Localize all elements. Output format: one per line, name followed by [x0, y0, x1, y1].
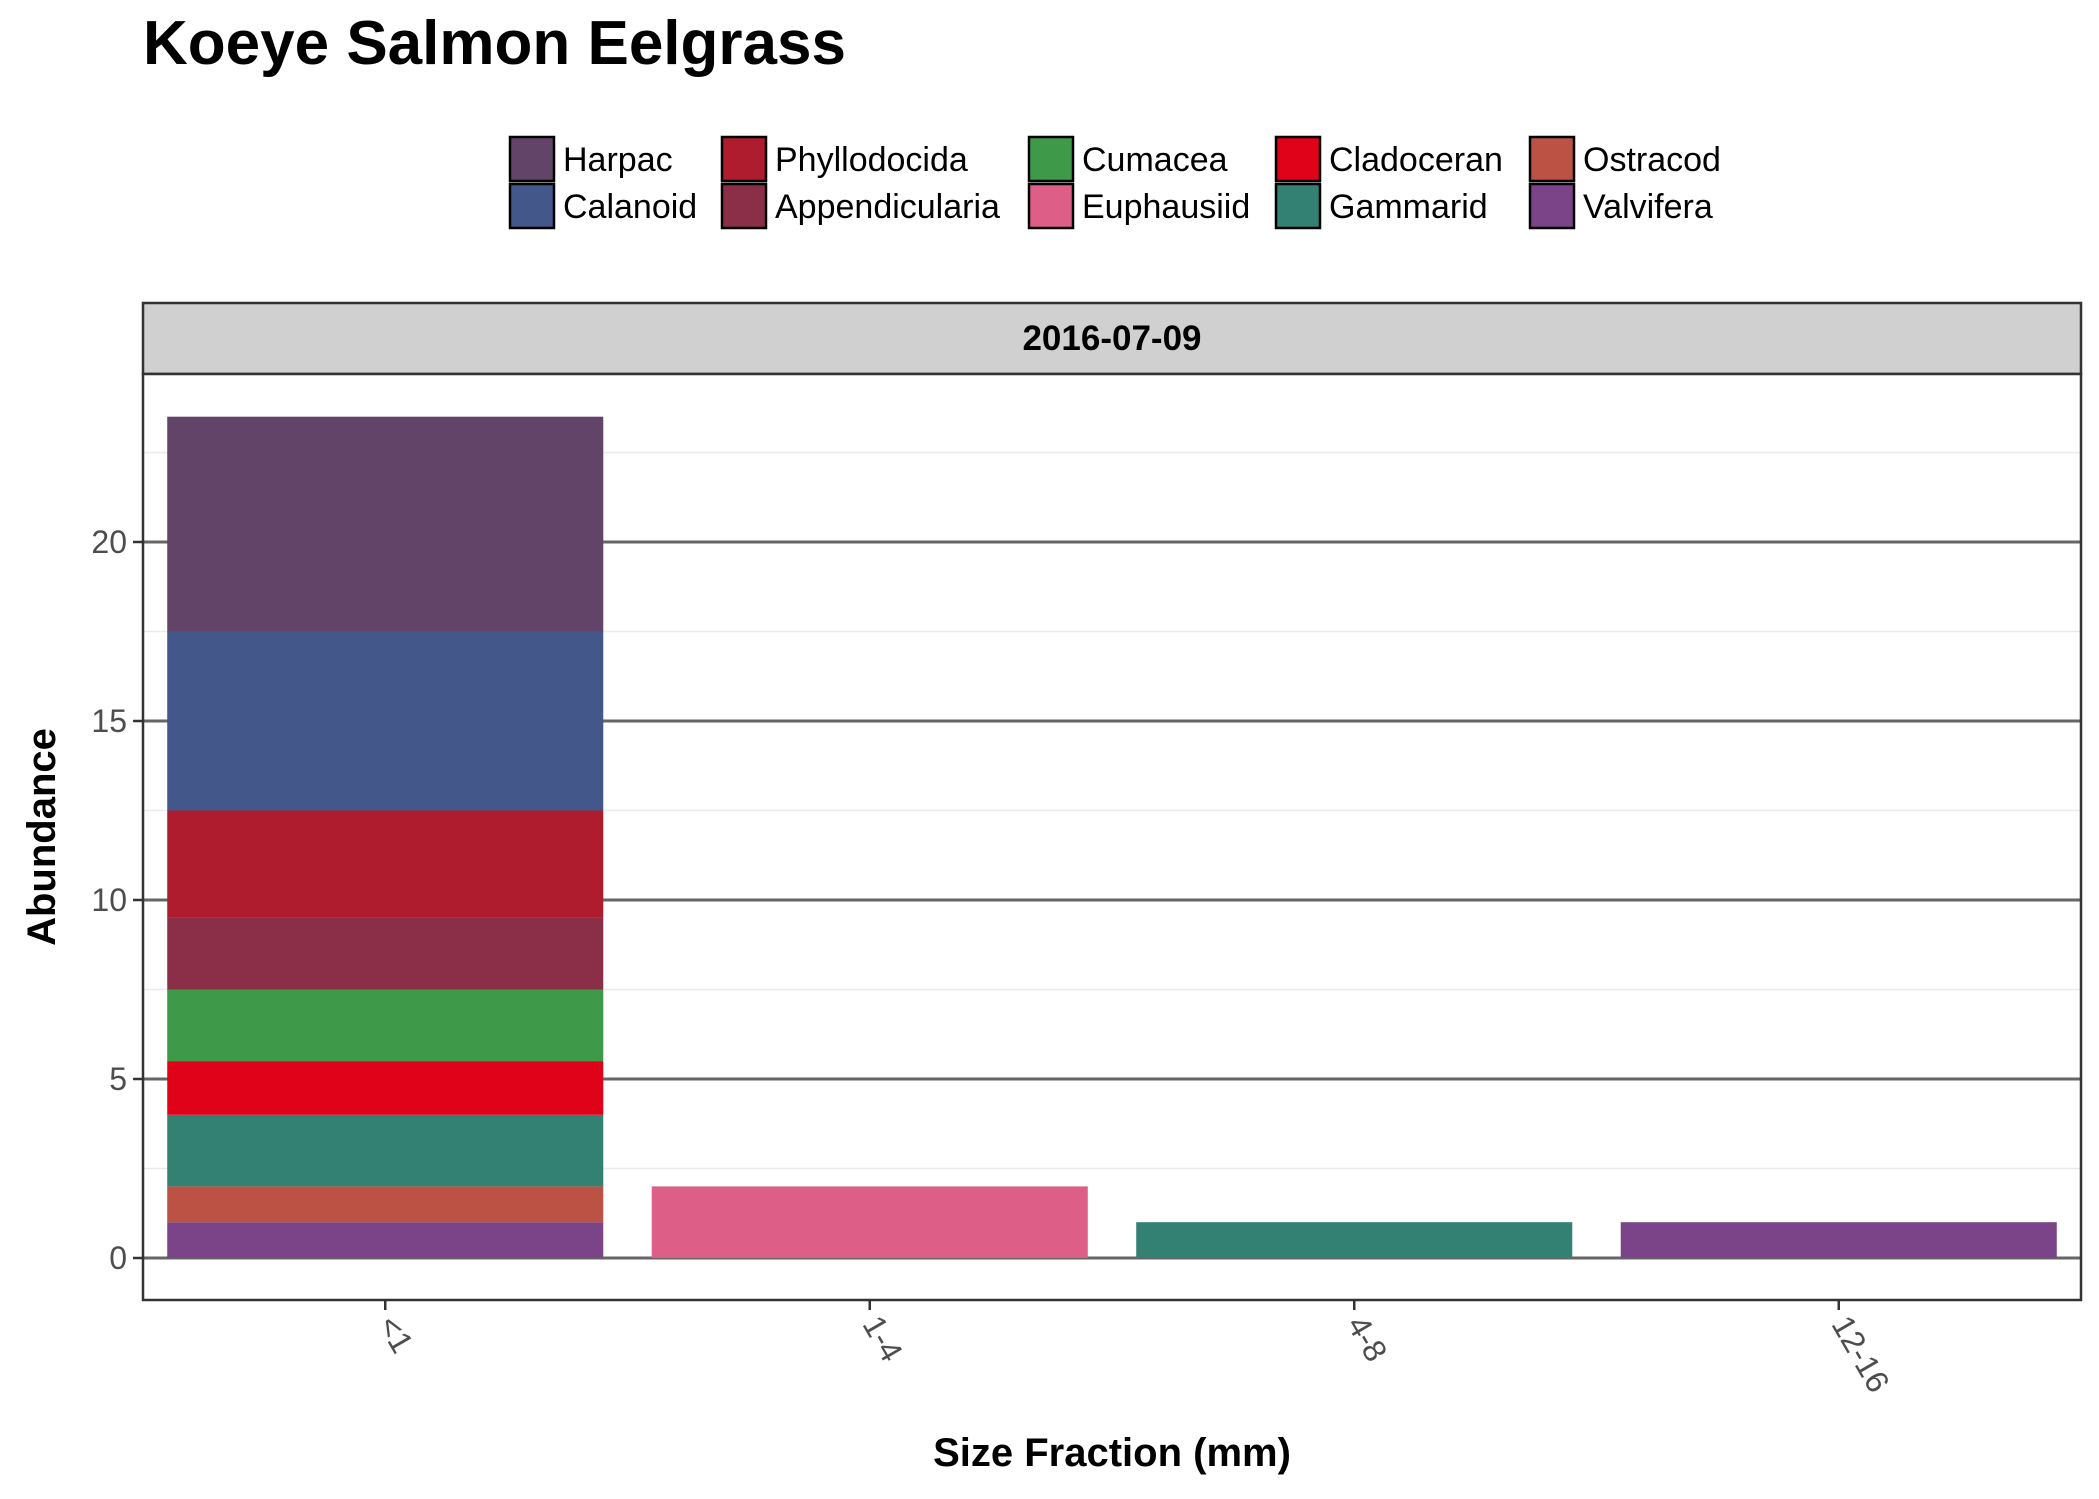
legend-item-ostracod: Ostracod	[1528, 135, 1721, 183]
legend-key-euphausiid	[1027, 182, 1075, 230]
chart-title: Koeye Salmon Eelgrass	[143, 9, 846, 78]
bar-segment-cumacea-1	[167, 989, 604, 1062]
bar-segment-calanoid-1	[167, 631, 604, 811]
legend-label-calanoid: Calanoid	[563, 188, 697, 226]
bar-segment-phyllodocida-1	[167, 810, 604, 918]
legend-key-cladoceran	[1274, 135, 1322, 183]
bar-segment-valvifera-1	[167, 1222, 604, 1258]
panel-border	[141, 372, 2083, 1302]
facet-strip: 2016-07-09	[141, 301, 2083, 376]
facet-label: 2016-07-09	[1022, 319, 1201, 358]
plot-panel	[141, 372, 2083, 1302]
bar-segment-gammarid-1	[167, 1114, 604, 1187]
legend-label-gammarid: Gammarid	[1329, 188, 1488, 226]
legend-label-phyllodocida: Phyllodocida	[775, 141, 968, 179]
legend-key-calanoid	[508, 182, 556, 230]
legend: Harpac Calanoid Phyllodocida Appendicularia…	[508, 135, 1721, 230]
bar-segment-appendicularia-1	[167, 917, 604, 990]
legend-item-euphausiid: Euphausiid	[1027, 182, 1250, 230]
legend-item-appendicularia: Appendicularia	[720, 182, 1000, 230]
legend-key-gammarid	[1274, 182, 1322, 230]
y-axis: 0 5 10 15 20	[91, 524, 143, 1276]
bar-segment-ostracod-1	[167, 1186, 604, 1223]
legend-item-gammarid: Gammarid	[1274, 182, 1488, 230]
legend-item-calanoid: Calanoid	[508, 182, 697, 230]
legend-key-ostracod	[1528, 135, 1576, 183]
bar-segment-valvifera-12-16	[1620, 1222, 2057, 1258]
legend-label-cumacea: Cumacea	[1082, 141, 1228, 179]
y-tick-label: 20	[91, 524, 127, 560]
legend-key-cumacea	[1027, 135, 1075, 183]
legend-key-valvifera	[1528, 182, 1576, 230]
bar-segment-gammarid-4-8	[1136, 1222, 1573, 1258]
legend-label-euphausiid: Euphausiid	[1082, 188, 1250, 226]
legend-key-phyllodocida	[720, 135, 768, 183]
legend-key-appendicularia	[720, 182, 768, 230]
bar-segment-euphausiid-1-4	[651, 1186, 1088, 1258]
bars	[167, 416, 2057, 1258]
legend-item-harpac: Harpac	[508, 135, 673, 183]
legend-item-valvifera: Valvifera	[1528, 182, 1713, 230]
legend-item-cumacea: Cumacea	[1027, 135, 1228, 183]
legend-key-harpac	[508, 135, 556, 183]
x-axis-title: Size Fraction (mm)	[933, 1431, 1291, 1475]
y-tick-label: 0	[109, 1240, 127, 1276]
legend-label-ostracod: Ostracod	[1583, 141, 1721, 179]
bar-segment-harpac-1	[167, 416, 604, 632]
facet-strip-background	[141, 301, 2083, 376]
y-axis-title: Abundance	[20, 728, 64, 946]
legend-label-harpac: Harpac	[563, 141, 673, 179]
legend-label-cladoceran: Cladoceran	[1329, 141, 1503, 179]
legend-label-appendicularia: Appendicularia	[775, 188, 1000, 226]
y-tick-label: 5	[109, 1061, 127, 1097]
y-tick-label: 10	[91, 882, 127, 918]
legend-label-valvifera: Valvifera	[1583, 188, 1713, 226]
bar-segment-cladoceran-1	[167, 1061, 604, 1115]
y-tick-label: 15	[91, 703, 127, 739]
legend-item-phyllodocida: Phyllodocida	[720, 135, 968, 183]
legend-item-cladoceran: Cladoceran	[1274, 135, 1503, 183]
